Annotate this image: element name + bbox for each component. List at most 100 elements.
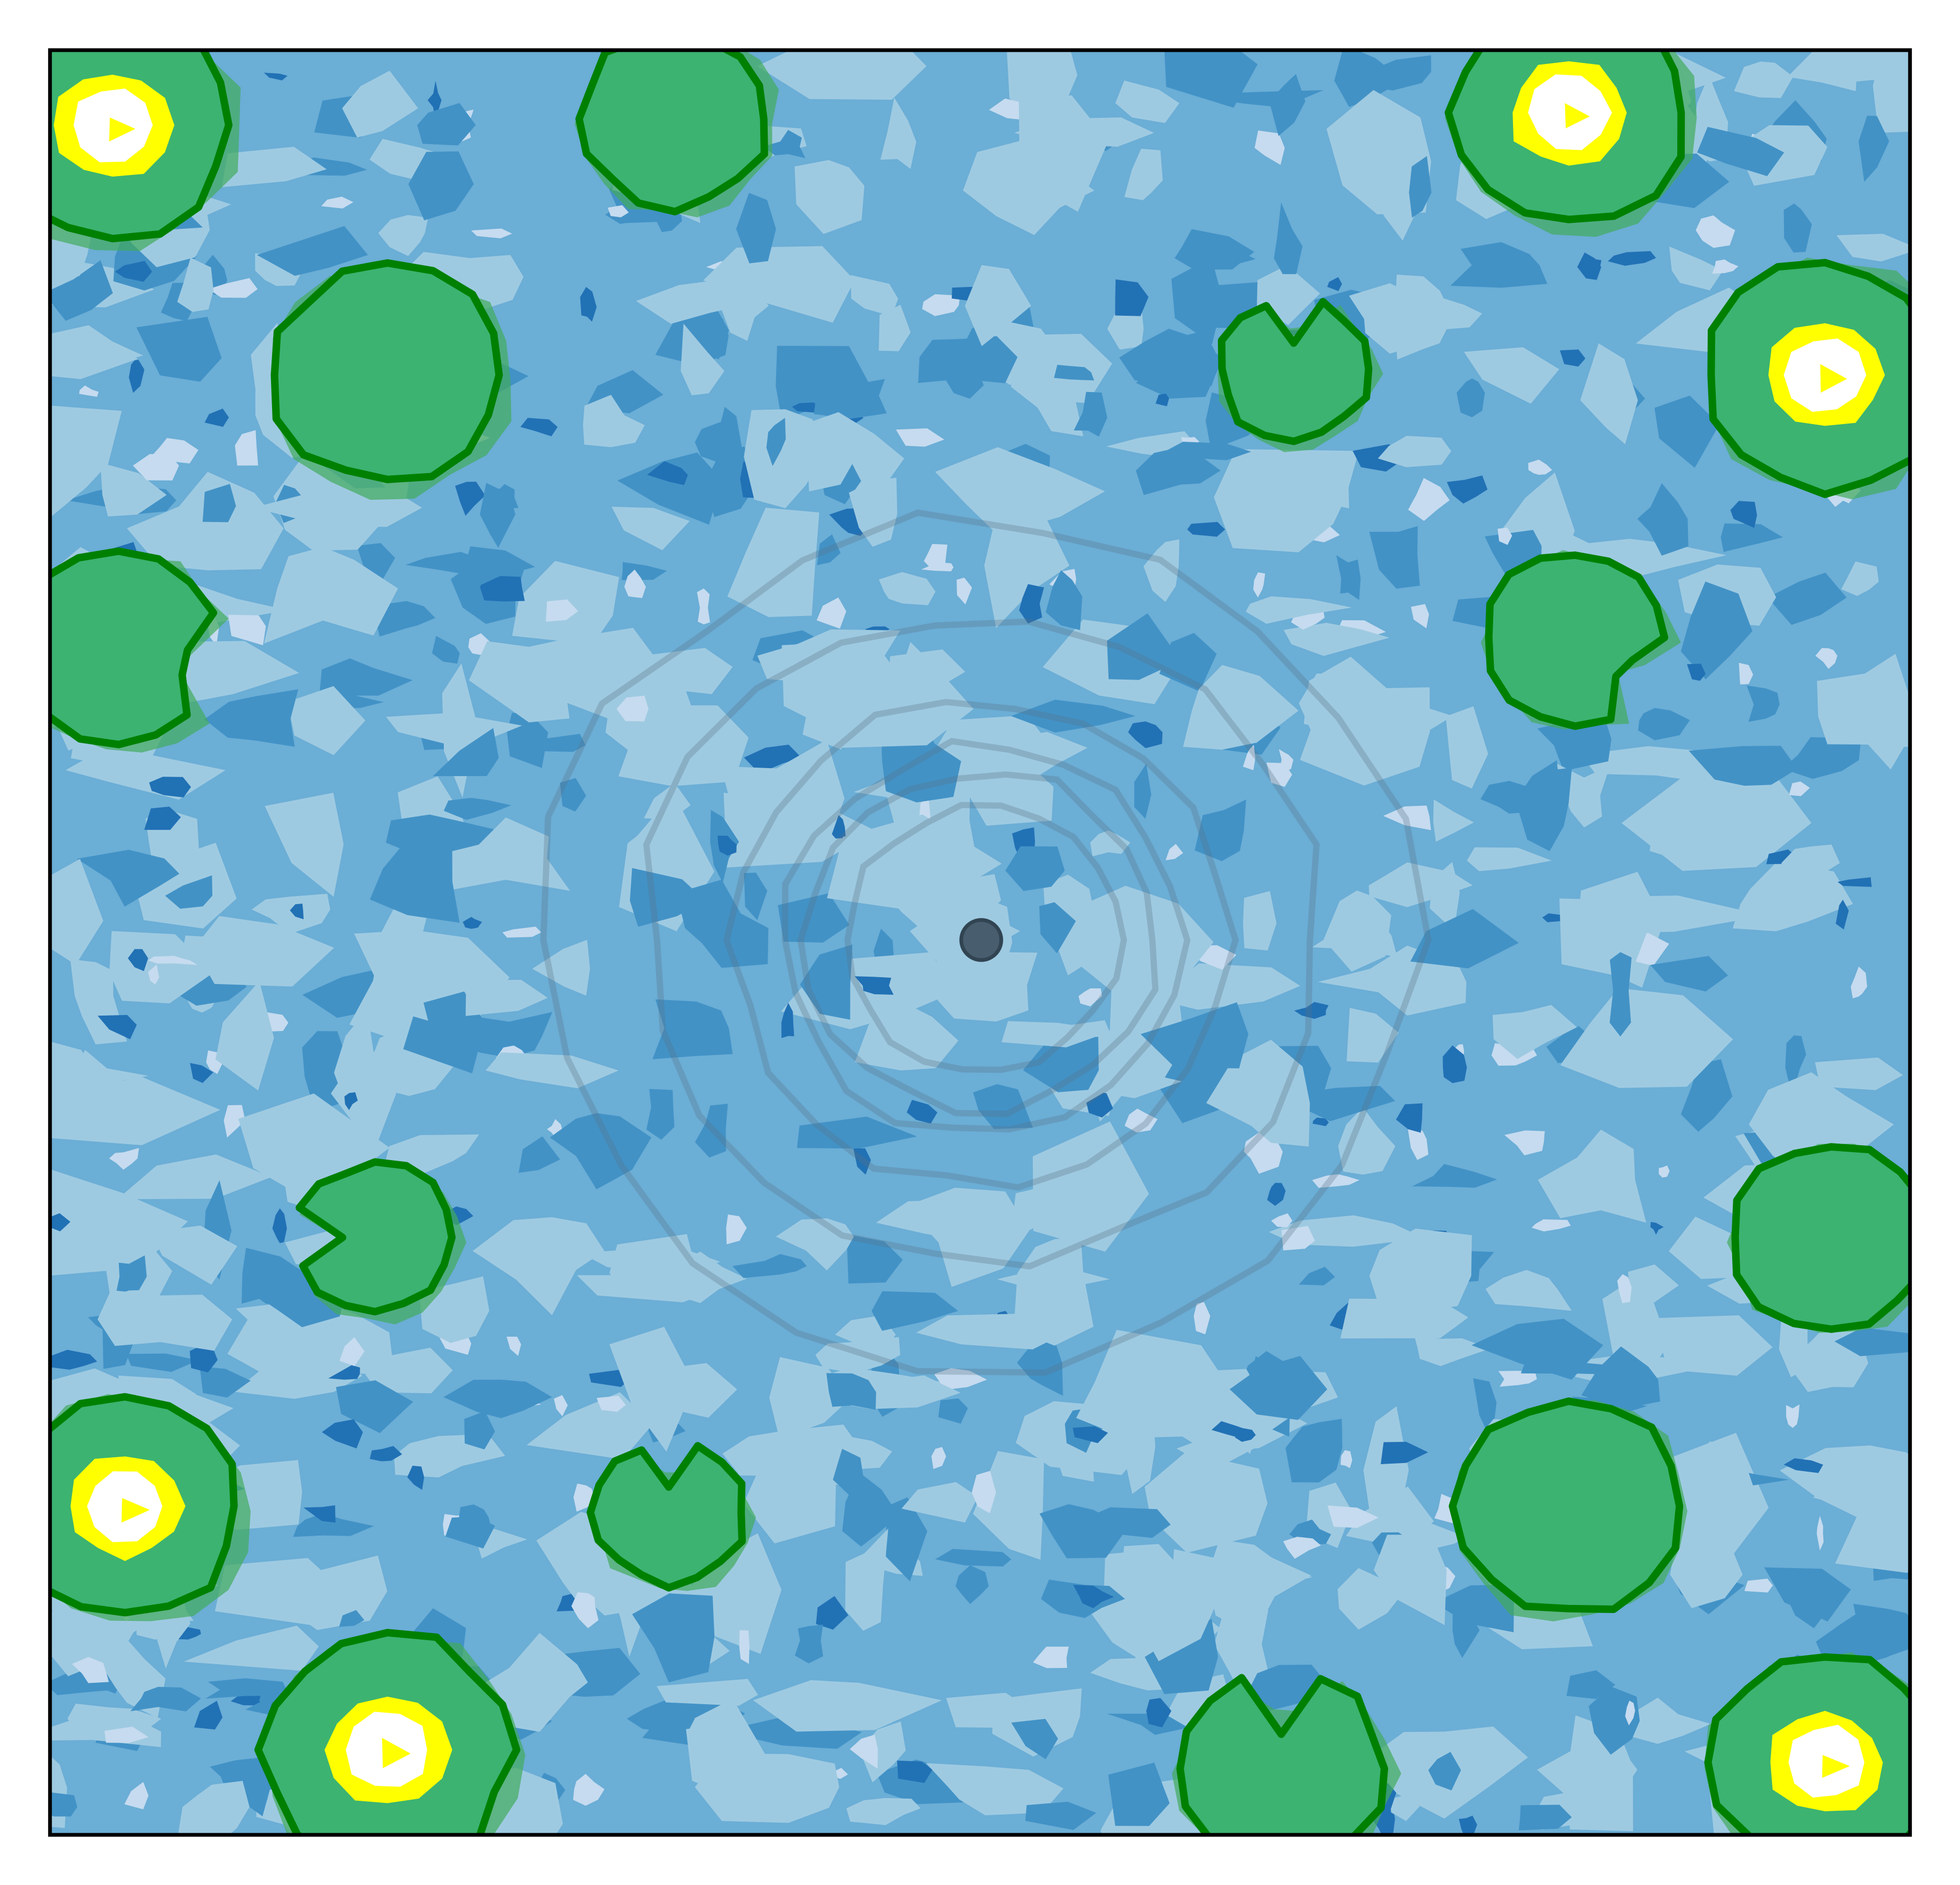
water-patch [1285,1418,1343,1483]
water-patch [757,50,927,100]
water-patch [165,875,213,909]
water-patch [1412,1164,1497,1188]
water-patch [1836,234,1910,262]
water-patch [1720,523,1783,552]
water-patch [1246,596,1352,624]
water-patch [1165,844,1183,860]
water-patch [757,629,905,684]
water-patch [1816,1515,1824,1551]
water-patch [826,1373,877,1410]
water-patch [527,1392,653,1460]
water-patch [1559,349,1585,367]
lily-pad [1176,1674,1389,1835]
water-patch [109,931,214,1004]
water-patch [148,964,160,985]
water-patch [264,547,399,644]
water-patch [205,1678,287,1699]
water-patch [1187,522,1225,537]
water-patch [1744,1578,1773,1593]
water-patch [1381,1442,1429,1465]
water-patch [1014,117,1154,147]
water-patch [1414,1336,1491,1367]
water-patch [794,159,865,234]
water-patch [1025,1801,1096,1830]
water-patch [97,1015,137,1040]
water-patch [532,939,590,996]
water-patch [984,507,1070,628]
water-patch [257,226,368,276]
water-patch [846,1234,903,1284]
water-patch [1200,1037,1239,1074]
water-patch [1351,55,1431,91]
water-patch [816,1596,849,1630]
water-patch [1374,1535,1447,1625]
water-patch [50,325,138,379]
water-patch [124,1782,149,1810]
water-patch [1789,781,1810,796]
water-patch [1537,1129,1646,1223]
water-patch [880,98,917,169]
water-patch [681,323,724,396]
water-patch [611,506,690,550]
water-patch [228,614,266,645]
ripple [782,738,1191,1133]
water-patch [443,1379,552,1418]
ripples [540,509,1432,1376]
water-patch [433,728,499,777]
water-patch [1128,721,1163,748]
water-patch [736,193,776,263]
water-patch [251,893,331,934]
water-patch [259,1689,283,1718]
water-patch [178,1780,250,1835]
water-patch [1532,1219,1571,1232]
water-patch [150,1225,237,1285]
water-patch [293,1513,374,1537]
water-patch [1086,1091,1113,1118]
water-patch [946,1692,1038,1728]
water-patch [1858,116,1890,182]
water-patch [1873,50,1910,133]
water-patch [671,1251,747,1303]
water-patch [339,1610,365,1627]
water-patch [1312,1117,1329,1127]
water-patch [845,1528,889,1631]
water-patch [149,777,192,797]
water-patch [1767,572,1847,625]
water-patch [1497,528,1512,545]
water-patch [339,1337,365,1367]
ripple [643,618,1320,1270]
water-patch [814,379,887,419]
water-patch [1638,708,1690,740]
water-patch [370,1446,402,1461]
water-patch [224,1105,245,1138]
water-patch [1650,814,1725,863]
water-patch [732,1254,807,1279]
water-patch [71,1657,109,1683]
water-patch [408,151,474,221]
water-patch [1294,1002,1329,1019]
water-patch [1120,1544,1224,1662]
water-patch [1119,329,1222,386]
water-patch [109,1148,139,1170]
water-patch [776,1218,854,1271]
water-patch [1471,1319,1604,1380]
water-patch [334,1010,377,1135]
water-patch [721,739,845,854]
water-patch [77,850,180,907]
water-patch [833,1768,848,1779]
water-patch [432,636,460,664]
water-patch [695,1104,728,1158]
water-patch [1143,539,1180,602]
water-patch [133,454,179,481]
water-patch [184,1625,319,1671]
water-patch [527,733,586,752]
water-patch [965,265,1031,346]
water-patch [827,814,1002,912]
water-patch [1136,1354,1183,1426]
water-patch [344,1092,358,1111]
water-patch [1346,1008,1399,1063]
water-patch [1115,279,1149,316]
water-patch [1340,1298,1469,1339]
water-patch [580,287,597,322]
